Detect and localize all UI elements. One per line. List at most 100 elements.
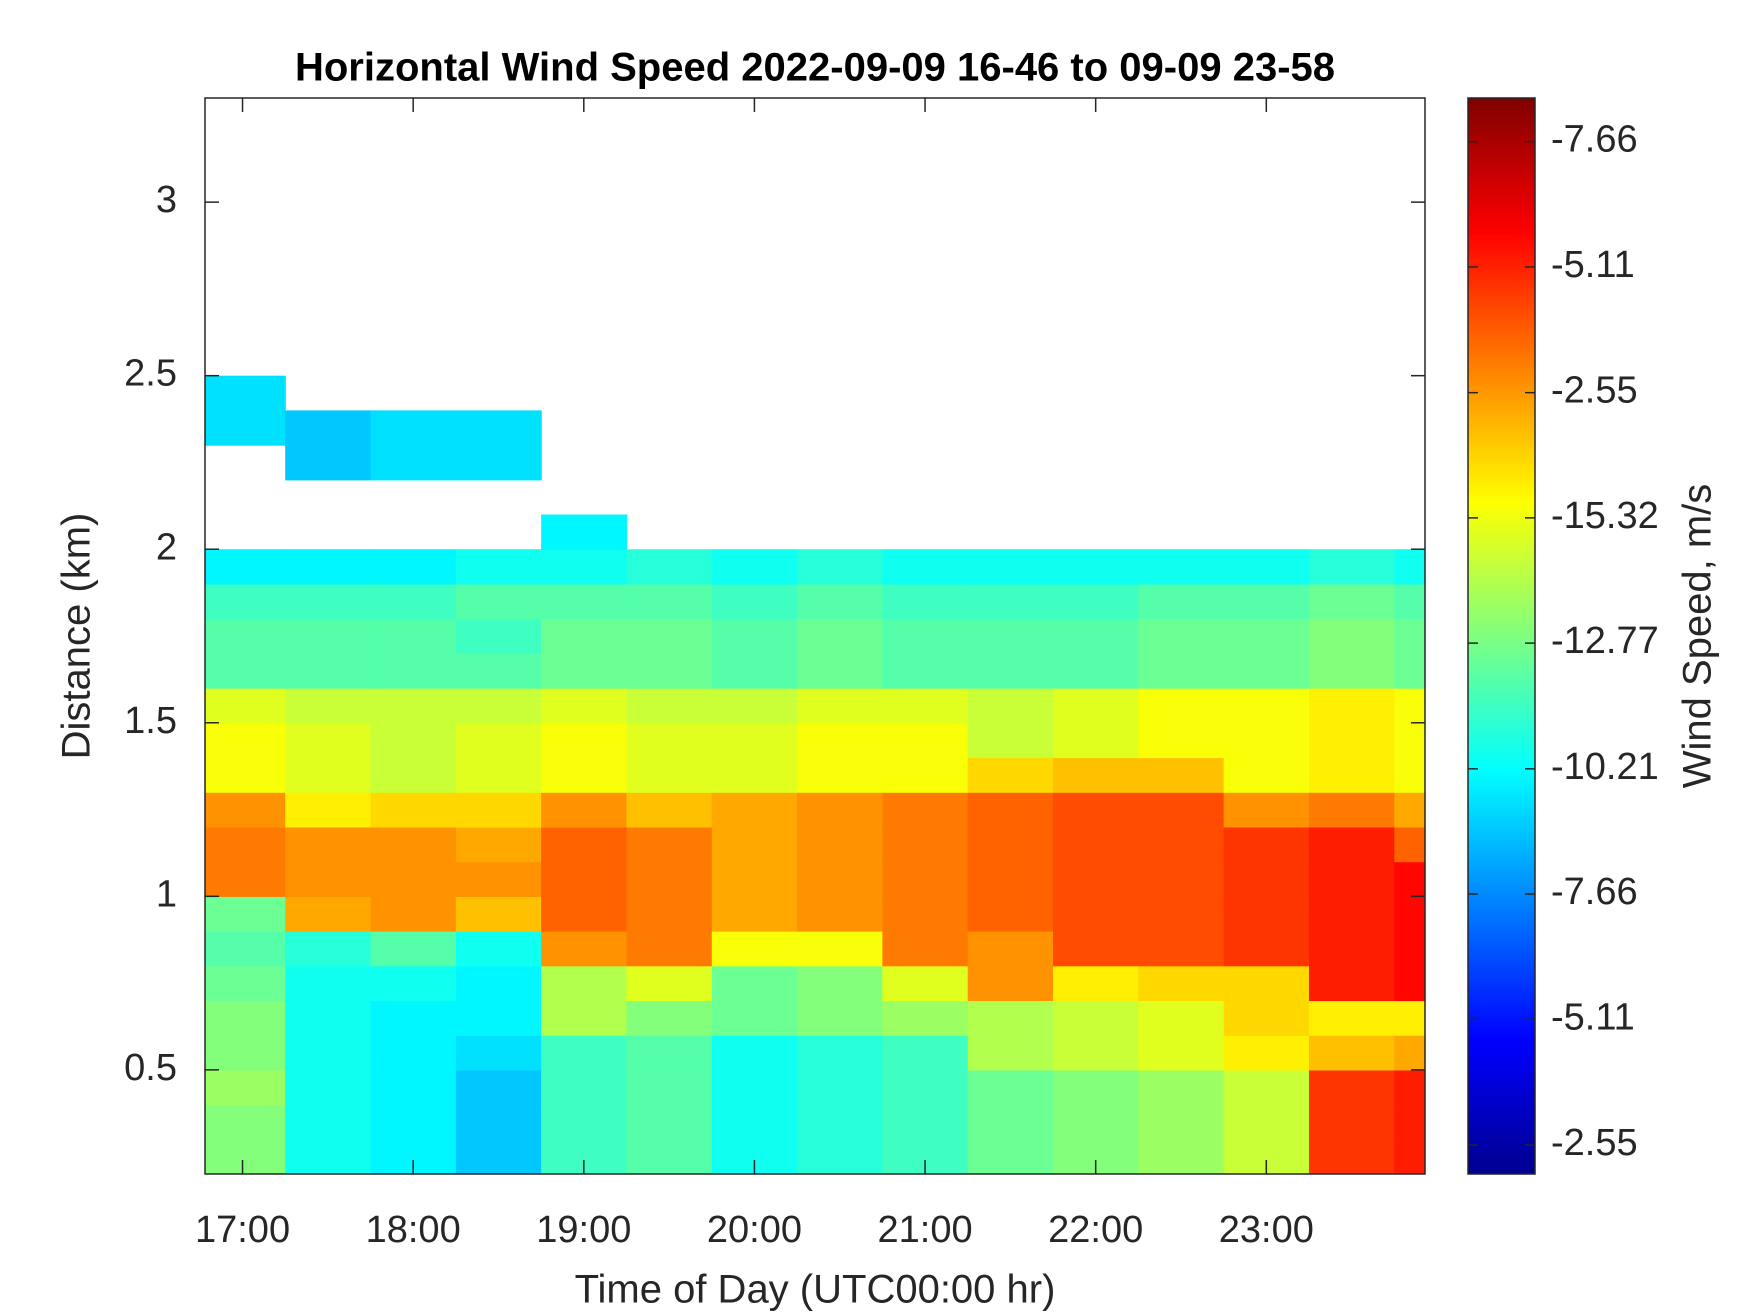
heatmap-cell (626, 1139, 713, 1174)
heatmap-cell (1308, 1139, 1395, 1174)
heatmap-cell (797, 1035, 883, 1071)
heatmap-cell (1308, 583, 1395, 620)
heatmap-cell (711, 653, 798, 689)
heatmap-cell (882, 583, 969, 620)
heatmap-cell (370, 861, 457, 897)
heatmap-cell (455, 410, 542, 446)
heatmap-cell (370, 1104, 457, 1140)
heatmap-cell (626, 1035, 713, 1071)
colorbar-tick-label: -5.11 (1551, 244, 1635, 286)
heatmap-cell (882, 792, 969, 828)
heatmap-cell (882, 965, 969, 1002)
heatmap-cell (541, 583, 628, 620)
heatmap-cell (370, 826, 457, 863)
heatmap-cell (1394, 896, 1425, 932)
heatmap-cell (205, 410, 286, 446)
heatmap-cell (797, 931, 883, 967)
heatmap-cell (285, 1139, 372, 1174)
colorbar-label: Wind Speed, m/s (1676, 484, 1720, 789)
heatmap-cell (205, 931, 286, 967)
heatmap-cell (1053, 1104, 1139, 1140)
heatmap-cell (1053, 792, 1139, 828)
heatmap-cell (967, 1000, 1054, 1036)
heatmap-cell (1138, 757, 1225, 793)
heatmap-cell (882, 1069, 969, 1106)
heatmap-cell (285, 931, 372, 967)
heatmap-cell (797, 618, 883, 654)
colorbar-tick-label: -7.66 (1551, 119, 1638, 161)
heatmap-cell (455, 1069, 542, 1106)
heatmap-cell (967, 653, 1054, 689)
heatmap-cell (626, 1069, 713, 1106)
heatmap-cell (541, 931, 628, 967)
heatmap-cell (882, 1035, 969, 1071)
heatmap-cell (205, 618, 286, 654)
heatmap-cell (882, 826, 969, 863)
heatmap-cell (1308, 861, 1395, 897)
heatmap-cell (1394, 688, 1425, 724)
heatmap-cell (1053, 583, 1139, 620)
plot-frame (204, 97, 1426, 1175)
heatmap-cell (797, 583, 883, 620)
heatmap-cell (882, 861, 969, 897)
heatmap-cell (285, 896, 372, 932)
heatmap-cell (967, 722, 1054, 759)
heatmap-cell (455, 757, 542, 793)
heatmap-cell (541, 1069, 628, 1106)
heatmap-cell (541, 653, 628, 689)
heatmap-cell (967, 792, 1054, 828)
heatmap-cell (370, 896, 457, 932)
heatmap-cell (1223, 931, 1310, 967)
heatmap-cell (626, 722, 713, 759)
heatmap-cell (711, 1104, 798, 1140)
heatmap-cell (1053, 722, 1139, 759)
heatmap-cell (626, 826, 713, 863)
heatmap-cell (541, 1104, 628, 1140)
colorbar-tick-label: -2.55 (1551, 1122, 1638, 1164)
heatmap-cell (455, 1035, 542, 1071)
heatmap-cell (285, 1000, 372, 1036)
heatmap-cell (1394, 1000, 1425, 1036)
heatmap-cell (1308, 896, 1395, 932)
heatmap-cell (285, 792, 372, 828)
colorbar-tick-label: -12.77 (1551, 620, 1659, 662)
heatmap-cell (205, 688, 286, 724)
heatmap-cell (1138, 965, 1225, 1002)
heatmap-cell (1138, 1104, 1225, 1140)
heatmap-cell (370, 722, 457, 759)
heatmap-cell (370, 965, 457, 1002)
colorbar-tick-label: -10.21 (1551, 746, 1659, 788)
heatmap-cell (1223, 826, 1310, 863)
heatmap-cell (455, 965, 542, 1002)
heatmap-cell (541, 896, 628, 932)
heatmap-cell (711, 931, 798, 967)
heatmap-cell (541, 688, 628, 724)
heatmap-cell (967, 826, 1054, 863)
heatmap-cell (967, 549, 1054, 585)
heatmap-cell (541, 514, 628, 550)
heatmap-cell (1138, 549, 1225, 585)
heatmap-cell (370, 583, 457, 620)
heatmap-cell (205, 861, 286, 897)
heatmap-cell (967, 896, 1054, 932)
heatmap-cell (455, 861, 542, 897)
heatmap-cell (455, 1000, 542, 1036)
heatmap-cell (370, 1000, 457, 1036)
y-tick-label: 3 (156, 179, 177, 221)
heatmap-cell (1308, 931, 1395, 967)
heatmap-cell (626, 757, 713, 793)
heatmap-cell (711, 1000, 798, 1036)
heatmap-cell (711, 826, 798, 863)
heatmap-cell (797, 826, 883, 863)
heatmap-cell (1394, 722, 1425, 759)
heatmap-cell (882, 722, 969, 759)
heatmap-cell (1053, 1069, 1139, 1106)
heatmap-cell (1394, 757, 1425, 793)
heatmap-cell (1138, 826, 1225, 863)
heatmap-cell (797, 757, 883, 793)
heatmap-cell (626, 792, 713, 828)
x-axis-label: Time of Day (UTC00:00 hr) (575, 1268, 1056, 1312)
heatmap-cell (285, 757, 372, 793)
heatmap-cell (1138, 1000, 1225, 1036)
chart-title: Horizontal Wind Speed 2022-09-09 16-46 t… (295, 46, 1335, 90)
